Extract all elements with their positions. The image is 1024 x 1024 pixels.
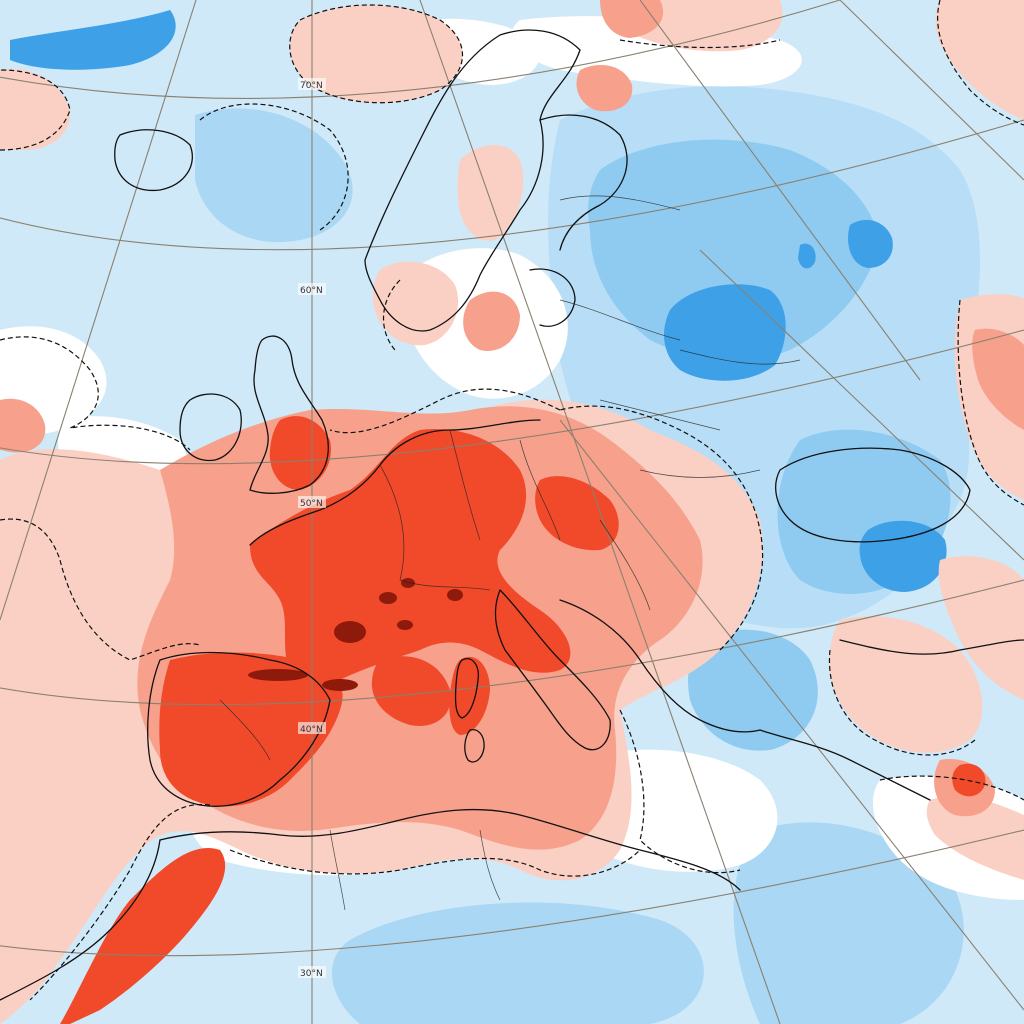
country-borders	[219, 195, 801, 911]
latitude-labels: 70°N 60°N 50°N 40°N 30°N	[298, 78, 326, 979]
strong-cold-cores	[10, 10, 947, 592]
lat-label-70: 70°N	[300, 81, 323, 91]
lat-label-30: 30°N	[300, 969, 323, 979]
lat-label-60: 60°N	[300, 286, 323, 296]
moderate-cold-field-east	[588, 139, 951, 751]
extreme-warm-cores	[248, 578, 463, 691]
lat-label-40: 40°N	[300, 725, 323, 735]
coastlines	[0, 29, 1024, 1001]
strong-warm-field	[60, 416, 986, 1024]
lat-label-50: 50°N	[300, 499, 323, 509]
